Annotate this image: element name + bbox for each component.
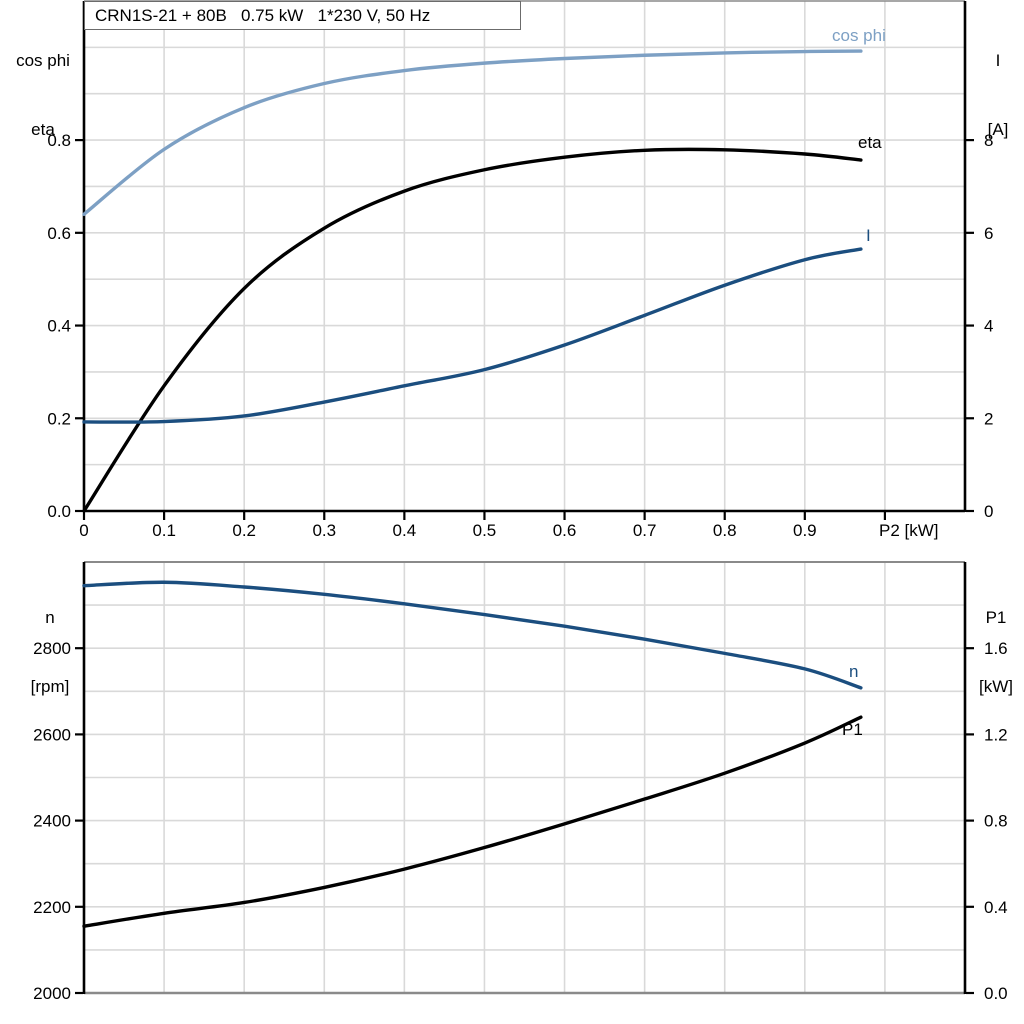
- tick-label: 0.0: [47, 502, 71, 521]
- tick-label: 0.8: [47, 131, 71, 150]
- cosphi-eta-axis-line2: eta: [31, 120, 55, 139]
- tick-label: 0.6: [47, 224, 71, 243]
- tick-label: 0: [79, 521, 88, 540]
- current-curve-label: I: [866, 226, 871, 245]
- top-left-axis-title: cos phi eta: [4, 3, 82, 187]
- tick-label: 0.6: [553, 521, 577, 540]
- p2-axis-title: P2 [kW]: [879, 521, 939, 540]
- tick-label: 0.4: [47, 317, 71, 336]
- eta-curve-label: eta: [858, 133, 882, 152]
- cosphi-curve-label: cos phi: [832, 26, 886, 45]
- tick-label: 0.8: [984, 812, 1008, 831]
- tick-label: 0.2: [232, 521, 256, 540]
- current-axis-line1: I: [995, 51, 1001, 70]
- bottom-right-axis-title: P1 [kW]: [968, 560, 1024, 744]
- bottom-left-axis-title: n [rpm]: [14, 560, 86, 744]
- tick-label: 1.2: [984, 725, 1008, 744]
- tick-label: 0.4: [984, 898, 1008, 917]
- p1-curve-label: P1: [842, 720, 863, 739]
- tick-label: 2400: [33, 812, 71, 831]
- p1-axis-line2: [kW]: [979, 677, 1013, 696]
- tick-label: 0.7: [633, 521, 657, 540]
- tick-label: 1.6: [984, 639, 1008, 658]
- tick-label: 0.2: [47, 409, 71, 428]
- tick-label: 0.4: [393, 521, 417, 540]
- curve-p1: [82, 715, 863, 928]
- tick-label: 2600: [33, 725, 71, 744]
- pump-title-box: CRN1S-21 + 80B 0.75 kW 1*230 V, 50 Hz: [84, 1, 521, 30]
- curve-i: [82, 247, 863, 424]
- tick-label: 2: [984, 409, 993, 428]
- tick-label: 6: [984, 224, 993, 243]
- tick-label: 0.8: [713, 521, 737, 540]
- top-right-axis-title: I [A]: [975, 3, 1021, 187]
- tick-label: 0.1: [152, 521, 176, 540]
- speed-axis-line2: [rpm]: [30, 677, 70, 696]
- tick-label: 8: [984, 131, 993, 150]
- tick-label: 0.0: [984, 984, 1008, 1003]
- p1-axis-line1: P1: [985, 608, 1007, 627]
- tick-label: 2000: [33, 984, 71, 1003]
- speed-curve-label: n: [849, 662, 859, 681]
- curve-n: [82, 580, 863, 690]
- tick-label: 0.5: [473, 521, 497, 540]
- tick-label: 0.3: [312, 521, 336, 540]
- tick-label: 2200: [33, 898, 71, 917]
- tick-label: 4: [984, 317, 993, 336]
- tick-label: 0.9: [793, 521, 817, 540]
- tick-label: 0: [984, 502, 993, 521]
- cosphi-eta-axis-line1: cos phi: [16, 51, 70, 70]
- curve-cos-phi: [82, 49, 863, 216]
- speed-axis-line1: n: [45, 608, 55, 627]
- curve-eta: [82, 147, 863, 513]
- tick-label: 2800: [33, 639, 71, 658]
- current-axis-line2: [A]: [987, 120, 1009, 139]
